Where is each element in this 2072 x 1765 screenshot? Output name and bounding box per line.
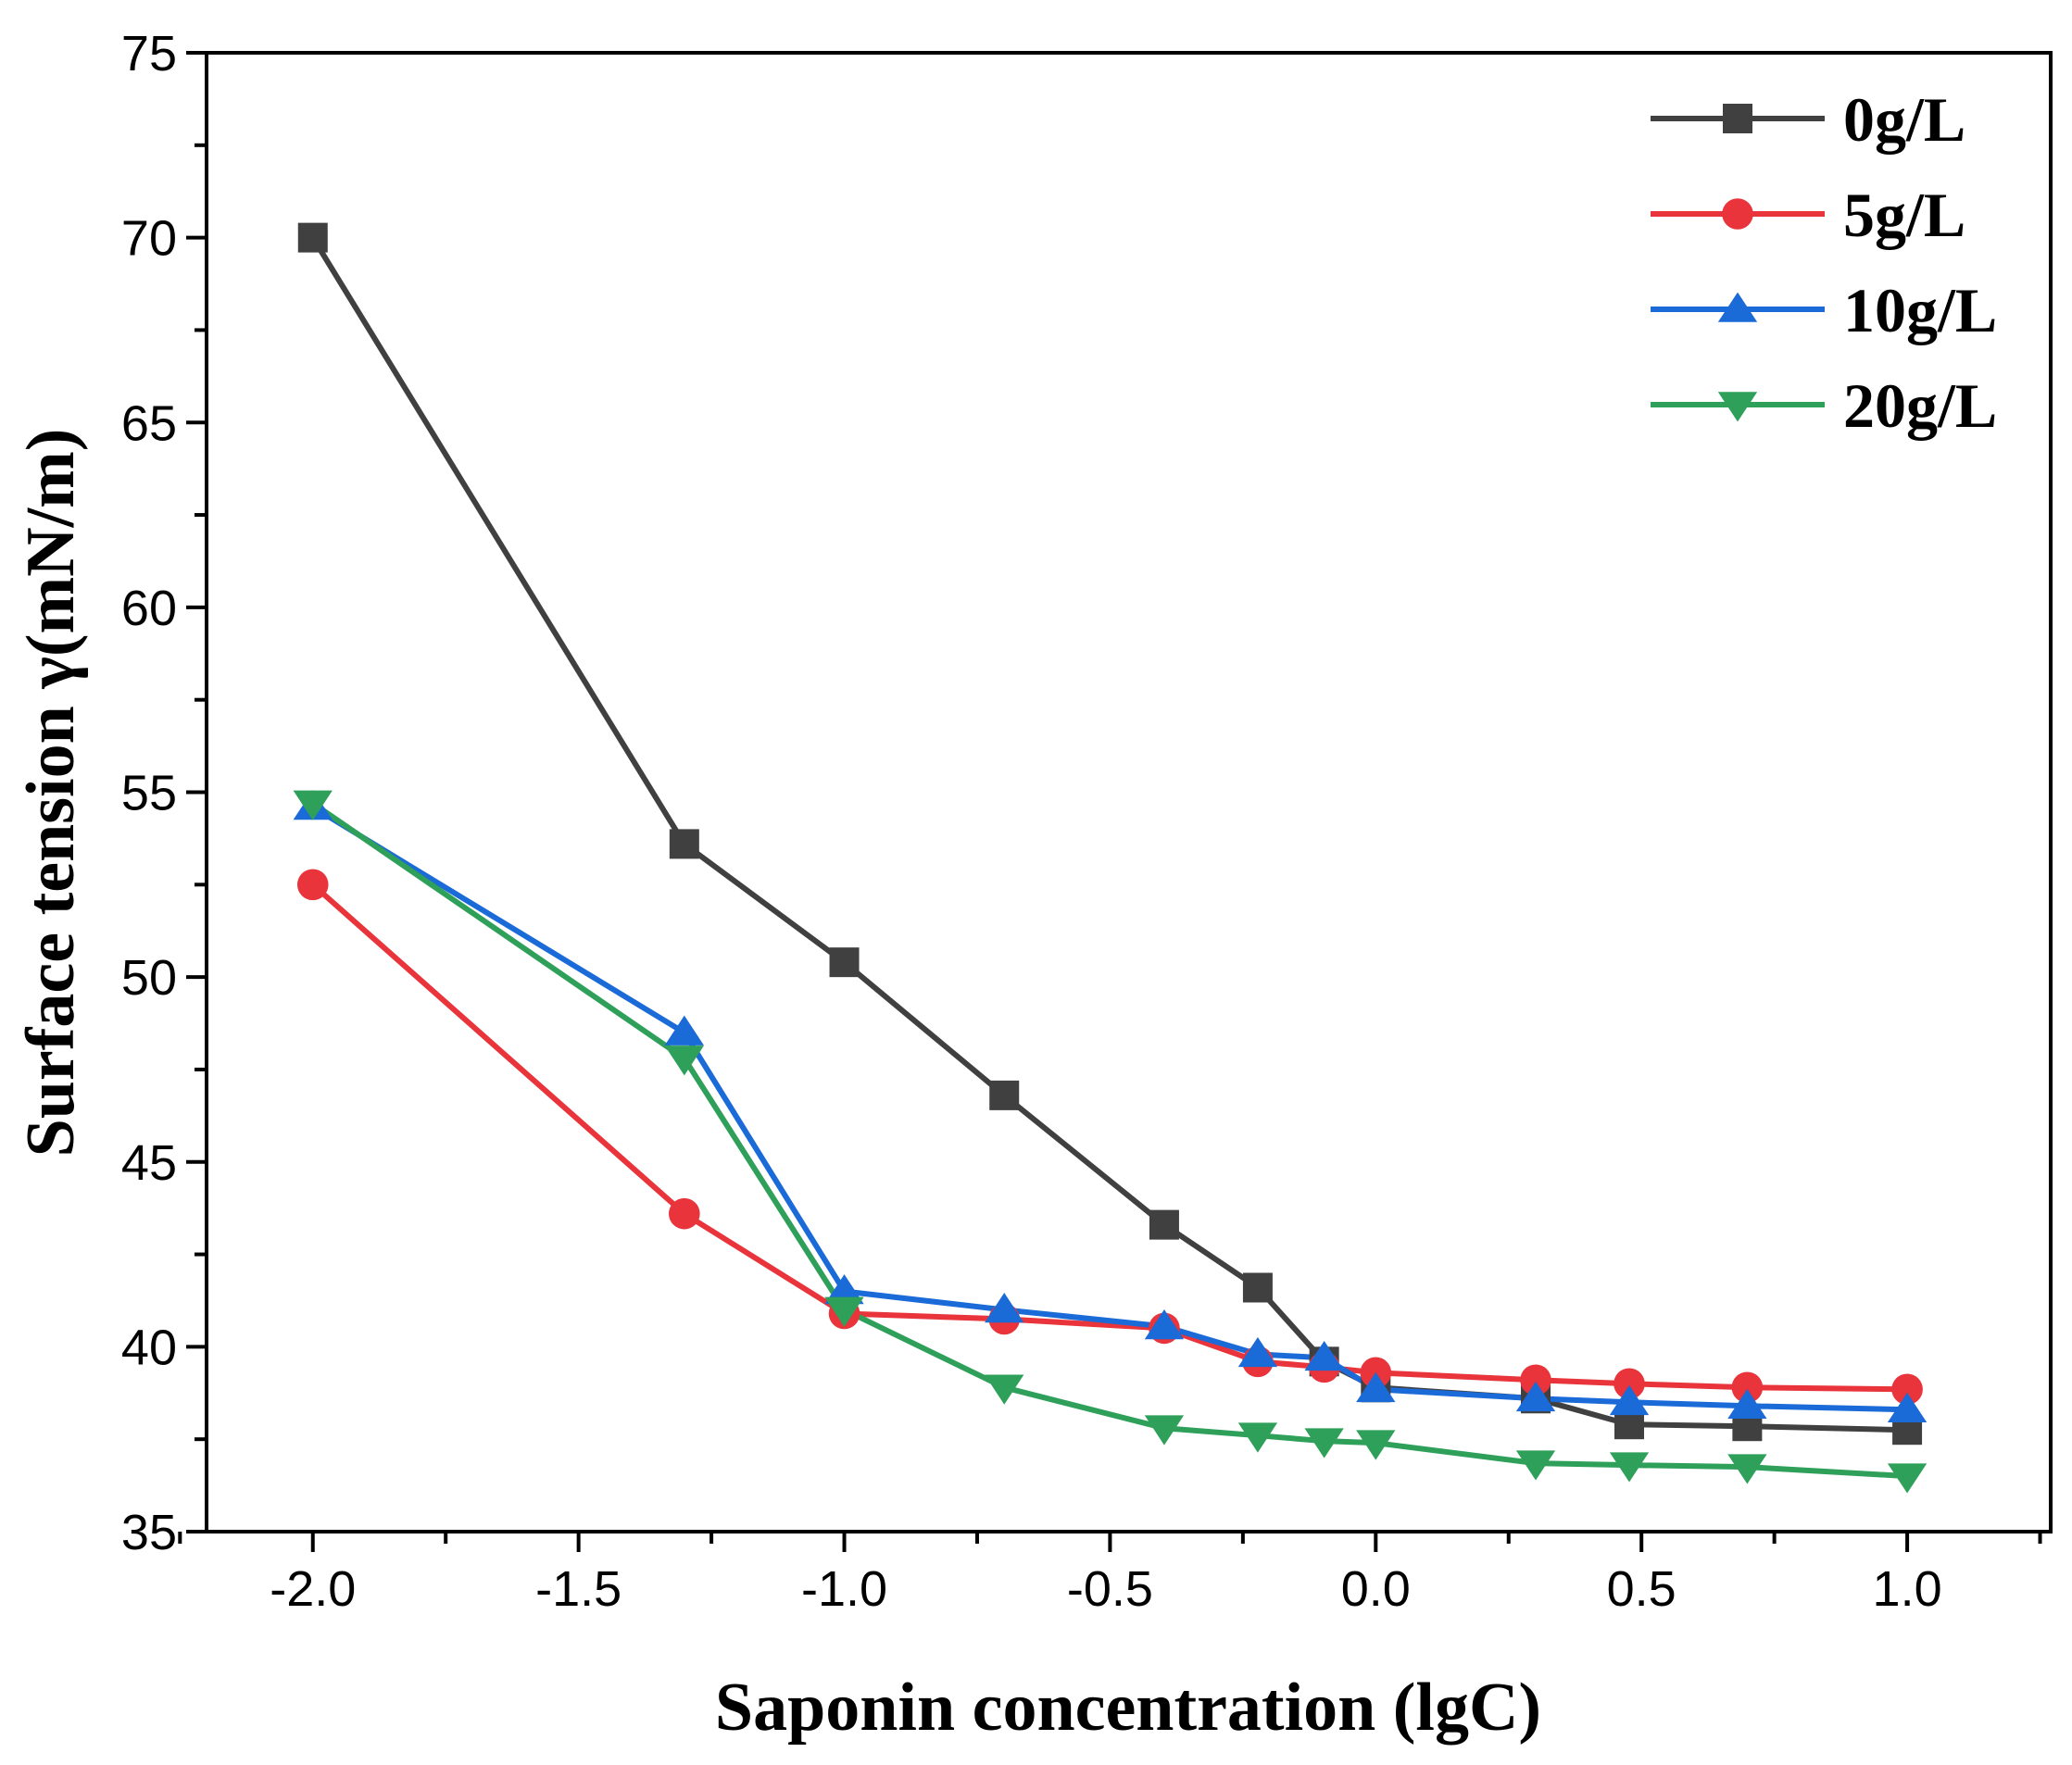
x-tick-label: -0.5: [1067, 1561, 1153, 1617]
legend-label-10g-l: 10g/L: [1843, 275, 1997, 345]
data-point-10g-l: [1144, 1309, 1185, 1340]
data-point-10g-l: [824, 1274, 864, 1305]
data-point-20g-l: [1304, 1428, 1344, 1458]
data-point-10g-l: [664, 1015, 704, 1045]
y-tick-label: 35: [121, 1505, 177, 1560]
plot-frame: [205, 51, 2053, 1533]
data-point-20g-l: [1727, 1454, 1767, 1484]
data-point-20g-l: [1237, 1422, 1278, 1453]
data-point-5g-l: [1614, 1368, 1645, 1400]
data-point-10g-l: [1515, 1381, 1556, 1412]
y-tick-label: 45: [121, 1135, 177, 1191]
data-point-10g-l: [1887, 1392, 1928, 1423]
series-line-20g-l: [311, 801, 1908, 1480]
legend-marker-10g-l: [1717, 292, 1758, 322]
legend-label-20g-l: 20g/L: [1843, 370, 1997, 441]
data-point-20g-l: [1144, 1415, 1185, 1446]
data-point-5g-l: [1891, 1373, 1923, 1406]
x-tick-label: 0.0: [1341, 1561, 1411, 1617]
y-tick-label: 75: [121, 26, 177, 81]
data-point-5g-l: [669, 1197, 700, 1230]
y-tick-label: 40: [121, 1320, 177, 1375]
data-point-0g-l: [1242, 1272, 1273, 1303]
data-point-0g-l: [297, 222, 328, 253]
data-point-0g-l: [1149, 1209, 1179, 1240]
legend: 0g/L 5g/L 10g/L 20g/L: [1651, 84, 1997, 441]
plot-series-lines: [310, 236, 1908, 1480]
data-point-10g-l: [1356, 1371, 1396, 1403]
data-point-10g-l: [1727, 1388, 1767, 1420]
data-point-20g-l: [293, 790, 333, 820]
legend-marker-5g-l: [1722, 198, 1753, 230]
data-point-20g-l: [1515, 1450, 1556, 1481]
data-point-0g-l: [669, 829, 699, 859]
plot-series-markers: [293, 222, 1928, 1494]
data-point-20g-l: [824, 1296, 864, 1327]
x-tick-label: -1.0: [801, 1561, 887, 1617]
x-tick-label: 0.5: [1607, 1561, 1676, 1617]
y-axis-ticks: 35 40 45 50 55 60 65 70 75: [121, 26, 207, 1560]
data-point-20g-l: [1609, 1452, 1650, 1483]
y-tick-label: 55: [121, 766, 177, 821]
x-axis-title: Saponin concentration (lgC): [715, 1670, 1541, 1746]
data-point-20g-l: [1356, 1430, 1396, 1460]
data-point-0g-l: [829, 947, 860, 978]
data-point-5g-l: [296, 869, 329, 901]
data-point-20g-l: [985, 1374, 1024, 1405]
data-point-20g-l: [664, 1045, 704, 1076]
series-line-10g-l: [311, 804, 1908, 1413]
y-axis-title: Surface tension γ(mN/m): [13, 429, 89, 1158]
x-axis-ticks: -2.0 -1.5 -1.0 -0.5 0.0 0.5 1.0: [178, 1532, 2042, 1617]
y-tick-label: 70: [121, 211, 177, 267]
legend-marker-20g-l: [1717, 392, 1758, 422]
legend-label-0g-l: 0g/L: [1843, 84, 1965, 155]
y-tick-label: 65: [121, 395, 177, 451]
x-tick-label: 1.0: [1873, 1561, 1942, 1617]
legend-marker-0g-l: [1723, 104, 1752, 133]
data-point-5g-l: [1731, 1371, 1764, 1404]
y-tick-label: 60: [121, 581, 177, 636]
x-tick-label: -2.0: [270, 1561, 356, 1617]
data-point-10g-l: [1609, 1384, 1650, 1416]
data-point-10g-l: [985, 1293, 1024, 1323]
data-point-10g-l: [1237, 1336, 1278, 1368]
series-line-0g-l: [310, 236, 1908, 1433]
data-point-20g-l: [1887, 1463, 1928, 1494]
data-point-10g-l: [1304, 1340, 1344, 1371]
legend-label-5g-l: 5g/L: [1843, 180, 1965, 250]
data-point-5g-l: [1520, 1364, 1551, 1396]
data-point-0g-l: [989, 1080, 1020, 1110]
y-tick-label: 50: [121, 950, 177, 1006]
series-line-5g-l: [310, 882, 1908, 1393]
x-tick-label: -1.5: [535, 1561, 622, 1617]
